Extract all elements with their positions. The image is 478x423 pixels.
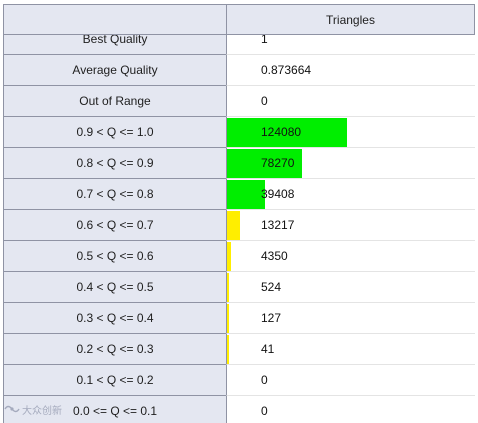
table-row: 0.6 < Q <= 0.7 13217 [3,210,475,241]
row-value: 13217 [261,218,295,232]
row-value: 124080 [261,125,302,139]
row-value: 0 [261,404,268,418]
quality-bar [227,242,232,271]
row-value: 0.873664 [261,63,312,77]
row-value: 78270 [261,156,295,170]
quality-bar [227,149,303,178]
table-row: 0.1 < Q <= 0.2 0 [3,365,475,396]
row-value-cell: 124080 [226,117,475,148]
row-value: 0 [261,94,268,108]
row-value: 4350 [261,249,288,263]
row-label: 0.0 <= Q <= 0.1 [3,396,226,423]
row-label: 0.1 < Q <= 0.2 [3,365,226,396]
row-value: 524 [261,280,282,294]
row-value: 39408 [261,187,295,201]
table-row: 0.4 < Q <= 0.5 524 [3,272,475,303]
mesh-quality-table: Triangles Best Quality 1 Average Quality… [3,4,475,423]
quality-bar [227,211,240,240]
watermark: 大众创新 [4,402,62,417]
table-row: Out of Range 0 [3,86,475,117]
quality-bar [227,118,347,147]
table-row: Average Quality 0.873664 [3,55,475,86]
table-row: 0.5 < Q <= 0.6 4350 [3,241,475,272]
table-row: 0.7 < Q <= 0.8 39408 [3,179,475,210]
table-row: 0.3 < Q <= 0.4 127 [3,303,475,334]
column-header-triangles[interactable]: Triangles [226,4,475,35]
row-label: 0.8 < Q <= 0.9 [3,148,226,179]
row-value: 127 [261,311,282,325]
table-row: 0.0 <= Q <= 0.1 0 [3,396,475,423]
row-label: 0.3 < Q <= 0.4 [3,303,226,334]
row-value-cell: 0 [226,396,475,423]
row-value-cell: 78270 [226,148,475,179]
row-value-cell: 524 [226,272,475,303]
table-row: 0.8 < Q <= 0.9 78270 [3,148,475,179]
row-label: 0.9 < Q <= 1.0 [3,117,226,148]
quality-bar [227,335,229,364]
table-row: 0.9 < Q <= 1.0 124080 [3,117,475,148]
row-value-cell: 41 [226,334,475,365]
row-label: 0.2 < Q <= 0.3 [3,334,226,365]
row-value-cell: 0 [226,86,475,117]
table-row: 0.2 < Q <= 0.3 41 [3,334,475,365]
row-value: 1 [261,32,268,46]
row-label: 0.6 < Q <= 0.7 [3,210,226,241]
row-value-cell: 0 [226,365,475,396]
row-label: 0.4 < Q <= 0.5 [3,272,226,303]
row-value-cell: 0.873664 [226,55,475,86]
row-label: Out of Range [3,86,226,117]
row-value-cell: 39408 [226,179,475,210]
watermark-logo-icon [4,405,20,413]
table-header-row: Triangles [3,4,475,35]
watermark-text: 大众创新 [22,405,62,417]
row-value: 0 [261,373,268,387]
row-value-cell: 4350 [226,241,475,272]
quality-bar [227,180,265,209]
header-corner-cell [3,4,226,35]
quality-bar [227,304,229,333]
row-label: Average Quality [3,55,226,86]
row-value: 41 [261,342,275,356]
row-value-cell: 127 [226,303,475,334]
row-label: 0.7 < Q <= 0.8 [3,179,226,210]
quality-bar [227,273,229,302]
row-value-cell: 13217 [226,210,475,241]
row-label: 0.5 < Q <= 0.6 [3,241,226,272]
table-body[interactable]: Best Quality 1 Average Quality 0.873664 … [3,24,475,423]
